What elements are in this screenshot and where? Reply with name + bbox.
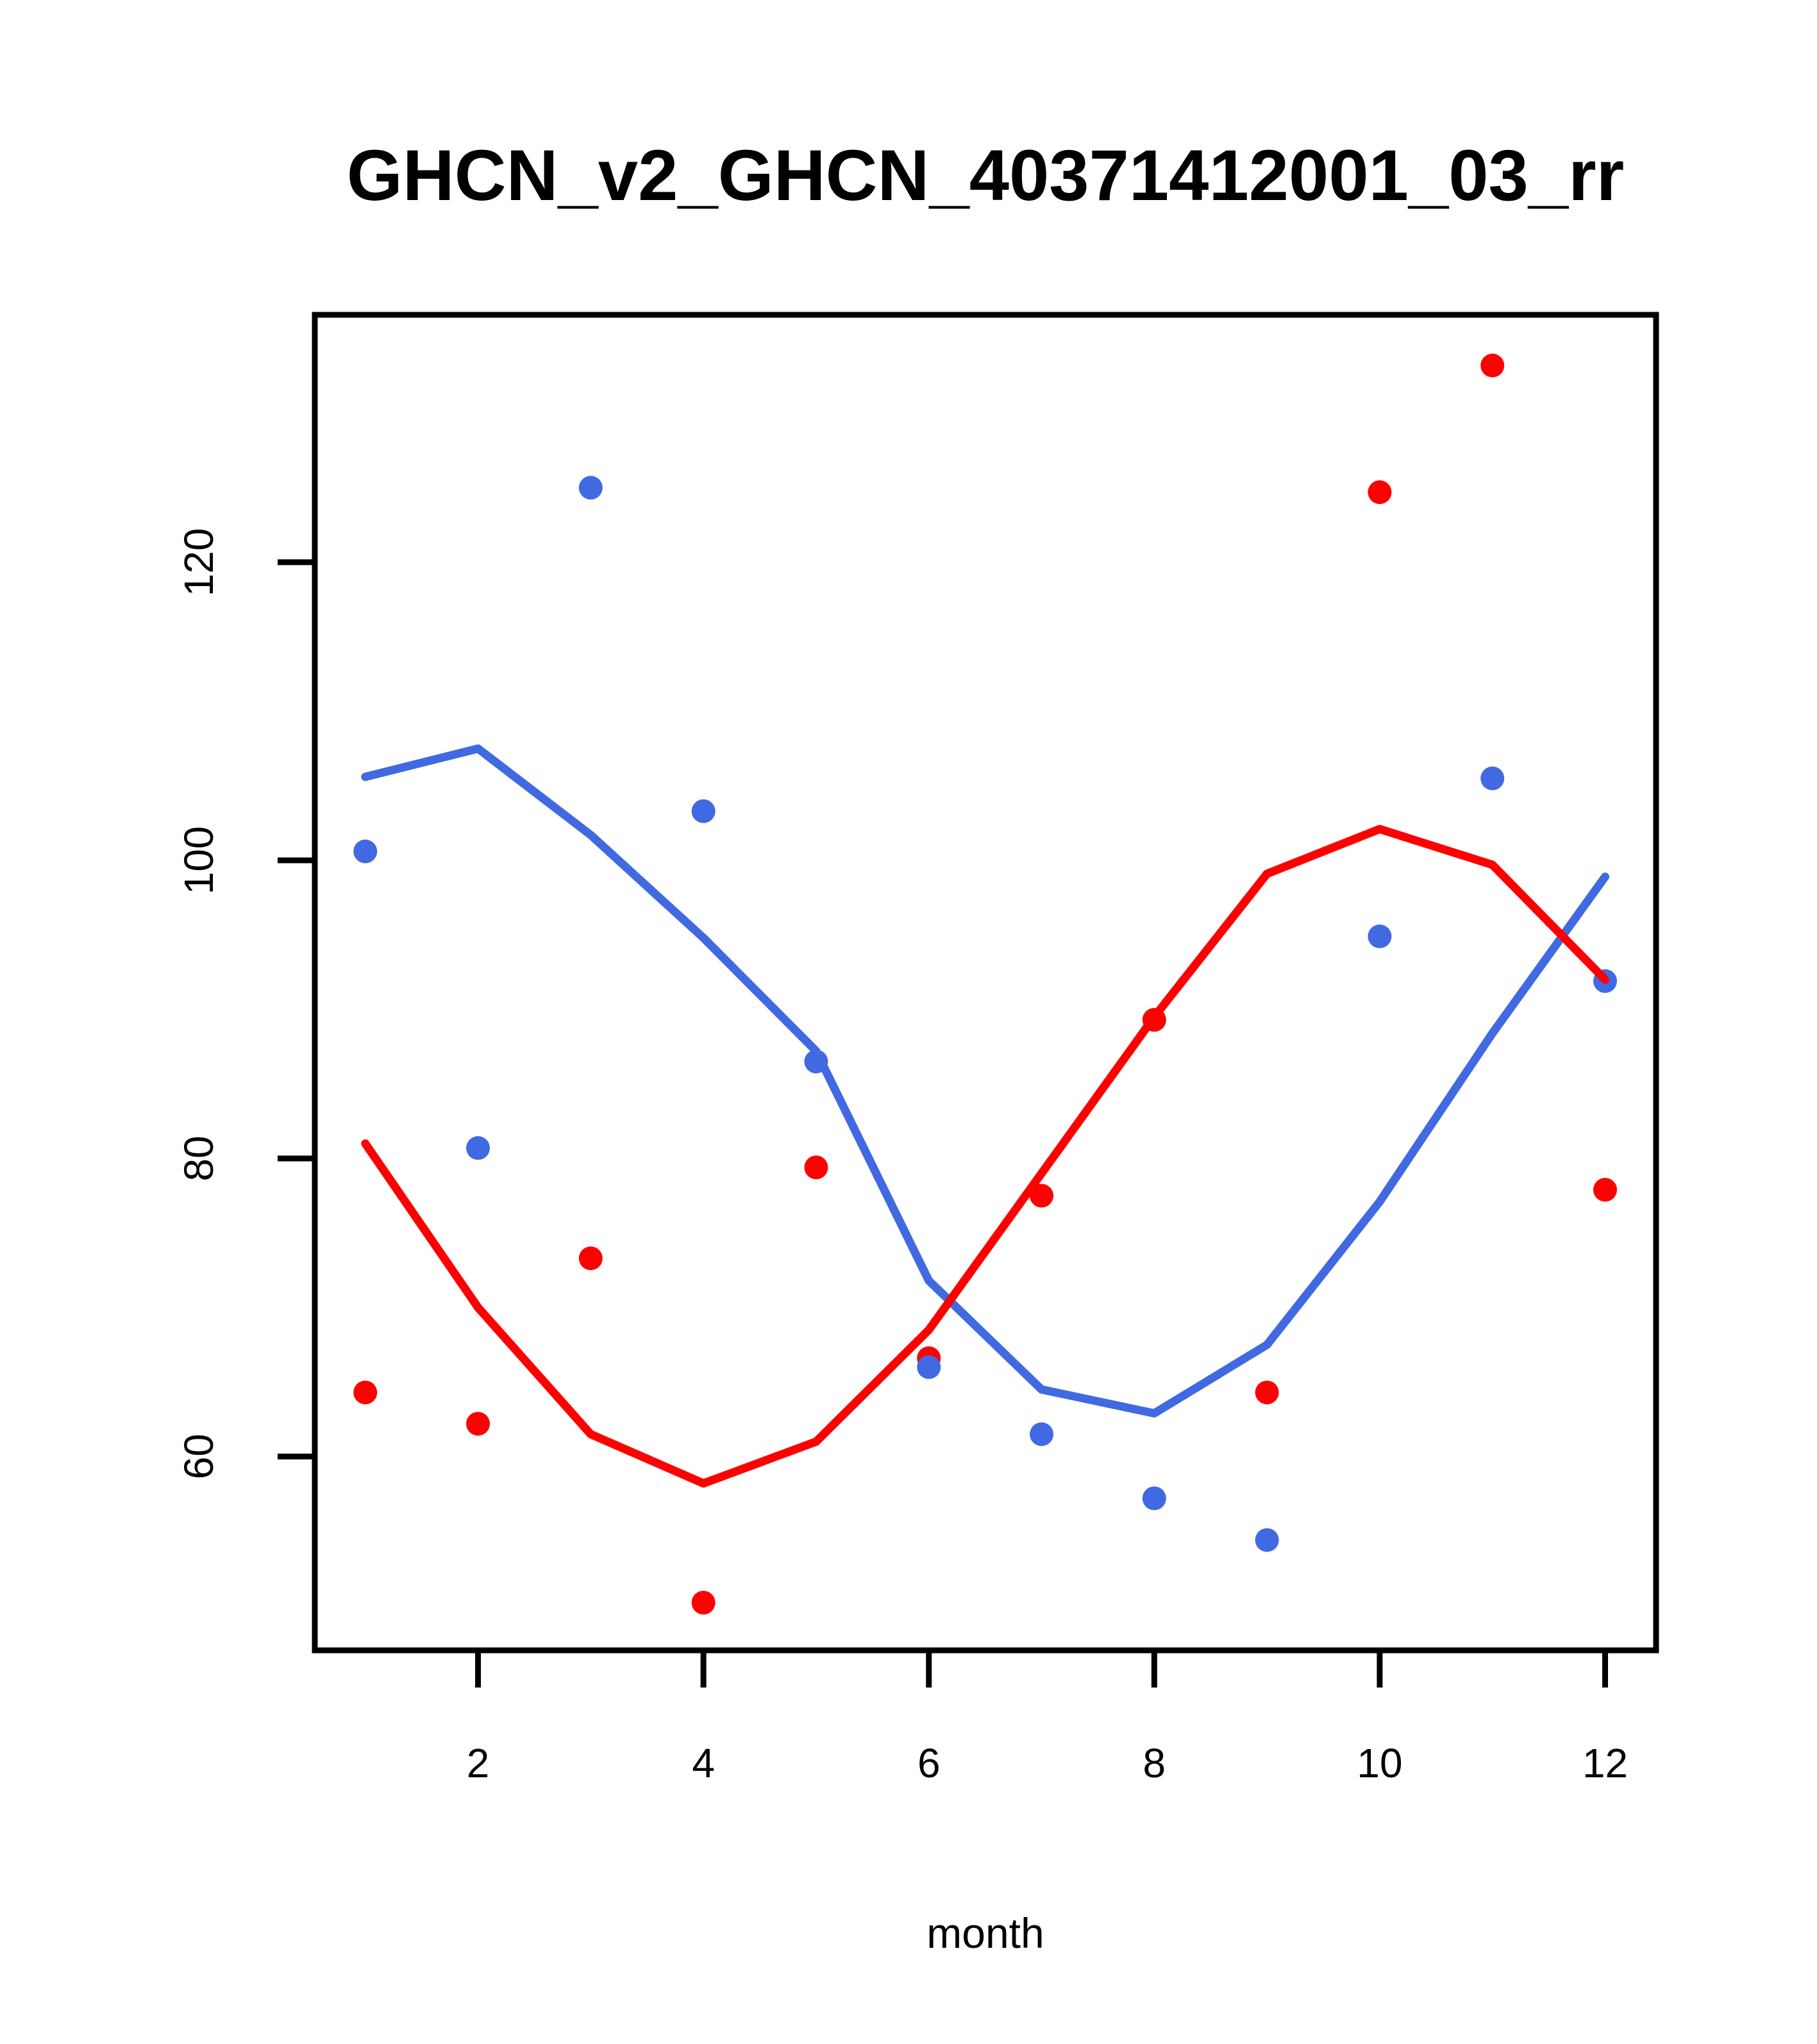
y-tick-label: 120 <box>176 528 222 597</box>
red-point <box>1480 353 1505 378</box>
x-axis: 2 4 6 8 10 12 <box>467 1650 1628 1786</box>
x-tick-label: 2 <box>467 1740 490 1786</box>
red-point <box>804 1155 828 1180</box>
y-tick-label: 60 <box>176 1434 222 1479</box>
y-tick-label: 80 <box>176 1135 222 1181</box>
x-axis-label: month <box>926 1909 1044 1957</box>
blue-point <box>917 1355 941 1379</box>
red-point <box>691 1591 716 1615</box>
blue-point <box>466 1136 490 1160</box>
blue-point <box>353 839 378 864</box>
blue-lowess-line <box>361 744 1610 1418</box>
series-layer <box>353 353 1618 1615</box>
y-axis: 60 80 100 120 <box>176 528 315 1479</box>
blue-point <box>1368 924 1392 948</box>
red-point <box>466 1412 490 1436</box>
blue-point <box>1142 1486 1166 1511</box>
x-tick-label: 10 <box>1357 1740 1402 1786</box>
red-point <box>1030 1184 1054 1208</box>
blue-point <box>1480 766 1505 791</box>
red-point <box>1368 480 1392 505</box>
red-point <box>1593 1178 1618 1202</box>
plot-border <box>312 312 1659 1654</box>
blue-point <box>691 799 716 823</box>
red-point <box>1255 1380 1279 1405</box>
x-tick-label: 8 <box>1143 1740 1166 1786</box>
x-tick-label: 4 <box>692 1740 715 1786</box>
x-tick-label: 6 <box>917 1740 941 1786</box>
x-tick-label: 12 <box>1582 1740 1628 1786</box>
blue-point <box>1030 1422 1054 1446</box>
chart-title: GHCN_v2_GHCN_40371412001_03_rr <box>347 135 1624 215</box>
blue-point <box>578 476 603 500</box>
y-tick-label: 100 <box>176 826 222 894</box>
red-point <box>353 1380 378 1405</box>
red-point <box>578 1246 603 1271</box>
red-lowess-line <box>361 825 1610 1488</box>
blue-point <box>1255 1528 1279 1552</box>
